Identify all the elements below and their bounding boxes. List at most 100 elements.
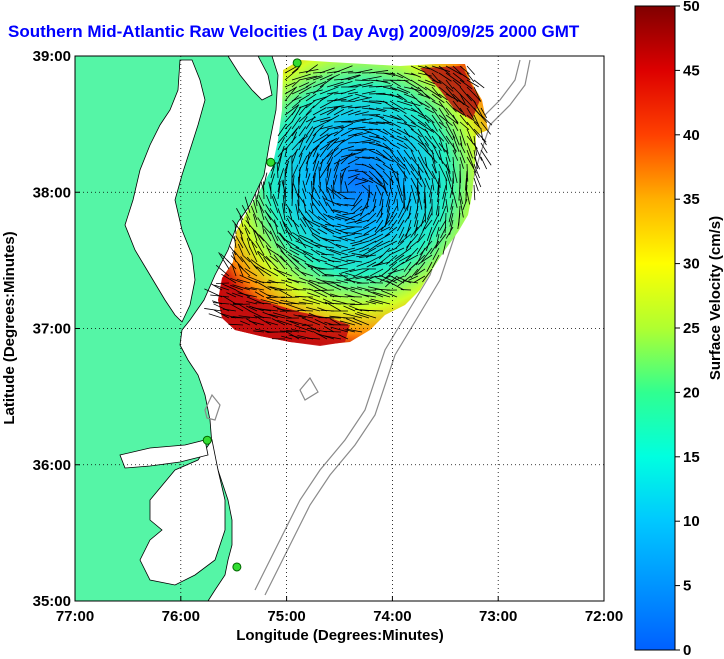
station-marker: [292, 58, 302, 68]
current-vector: [350, 286, 363, 291]
current-vector: [268, 313, 286, 319]
current-vector: [445, 156, 451, 174]
current-vector: [311, 234, 321, 242]
current-vector: [389, 114, 402, 121]
current-vector: [431, 177, 435, 191]
current-vector: [414, 219, 419, 236]
current-vector: [295, 203, 300, 221]
current-vector: [359, 205, 370, 211]
current-vector: [410, 268, 419, 279]
current-vector: [386, 198, 391, 213]
current-vector: [230, 277, 244, 284]
current-vector: [348, 247, 363, 253]
current-vector: [284, 127, 298, 144]
current-vector: [334, 228, 349, 235]
current-vector: [298, 126, 307, 137]
current-vector: [458, 184, 461, 201]
current-vector: [361, 90, 376, 95]
current-vector: [361, 149, 375, 151]
current-vector: [282, 220, 293, 235]
current-vector: [452, 142, 457, 154]
current-vector: [340, 268, 356, 274]
colorbar: [634, 5, 676, 651]
current-vector: [417, 163, 422, 180]
current-vector: [389, 205, 398, 219]
current-vector: [305, 173, 311, 186]
current-vector: [305, 64, 318, 74]
colorbar-ticks: 0 5 10 15 20 25 30 35 40 45 50: [675, 0, 700, 659]
current-vector: [319, 98, 338, 109]
current-vector: [445, 100, 457, 113]
current-vector: [237, 263, 244, 277]
current-vector: [310, 268, 321, 277]
current-vector: [312, 76, 323, 81]
current-vector: [346, 328, 363, 333]
current-vector: [230, 284, 244, 291]
current-vector: [459, 114, 469, 126]
current-vector: [244, 268, 258, 277]
current-vector: [445, 149, 451, 162]
current-vector: [335, 244, 349, 249]
current-vector: [218, 252, 230, 270]
current-vector: [442, 191, 447, 210]
current-vector: [317, 228, 328, 235]
current-vector: [258, 308, 279, 312]
current-vector: [284, 81, 296, 88]
current-vector: [404, 212, 412, 223]
current-vector: [319, 74, 333, 81]
current-vector: [368, 177, 384, 188]
current-vector: [397, 205, 405, 218]
current-vector: [426, 205, 433, 220]
current-vector: [459, 142, 466, 154]
current-vector: [480, 156, 488, 170]
current-vector: [410, 65, 426, 73]
current-vector: [298, 173, 301, 186]
current-vector: [308, 312, 321, 319]
x-axis-label: Longitude (Degrees:Minutes): [236, 627, 444, 644]
current-vector: [284, 229, 300, 242]
current-vector: [438, 79, 454, 92]
current-vector: [312, 85, 324, 95]
colorbar-tick-label: 15: [683, 449, 700, 466]
current-vector: [291, 79, 300, 88]
current-vector: [424, 86, 442, 98]
current-vector: [312, 116, 331, 123]
colorbar-tick-label: 50: [683, 0, 700, 15]
current-vector: [305, 126, 316, 144]
current-vector: [445, 142, 449, 154]
current-vector: [240, 256, 251, 270]
current-vector: [353, 268, 370, 278]
current-vector: [402, 280, 419, 284]
current-vector: [333, 80, 353, 88]
current-vector: [274, 219, 279, 235]
current-vector: [255, 302, 272, 305]
current-vector: [424, 121, 435, 134]
current-vector: [410, 135, 426, 147]
current-vector: [390, 233, 398, 243]
current-vector: [298, 167, 301, 179]
current-vector: [452, 149, 459, 161]
current-vector: [389, 184, 394, 196]
current-vector: [265, 321, 279, 326]
y-tick-label: 36:00: [33, 457, 71, 474]
current-vector: [319, 159, 324, 172]
current-vector: [298, 94, 311, 102]
current-vector: [214, 284, 230, 291]
current-vector: [424, 219, 433, 230]
current-vector: [459, 79, 473, 90]
current-vector: [417, 170, 426, 188]
current-vector: [319, 106, 338, 116]
current-vector: [305, 89, 323, 95]
current-vector: [276, 162, 279, 179]
current-vector: [318, 166, 321, 186]
current-vector: [305, 81, 316, 88]
x-axis-ticks: 77:00 76:00 75:00 74:00 73:00 72:00: [56, 596, 623, 625]
current-vector: [333, 128, 344, 137]
current-vector: [351, 253, 363, 256]
current-vector: [333, 108, 345, 116]
current-vector: [309, 226, 321, 235]
current-vector: [344, 181, 349, 193]
current-vector: [417, 93, 430, 99]
current-vector: [466, 149, 475, 169]
current-vector: [375, 156, 386, 165]
